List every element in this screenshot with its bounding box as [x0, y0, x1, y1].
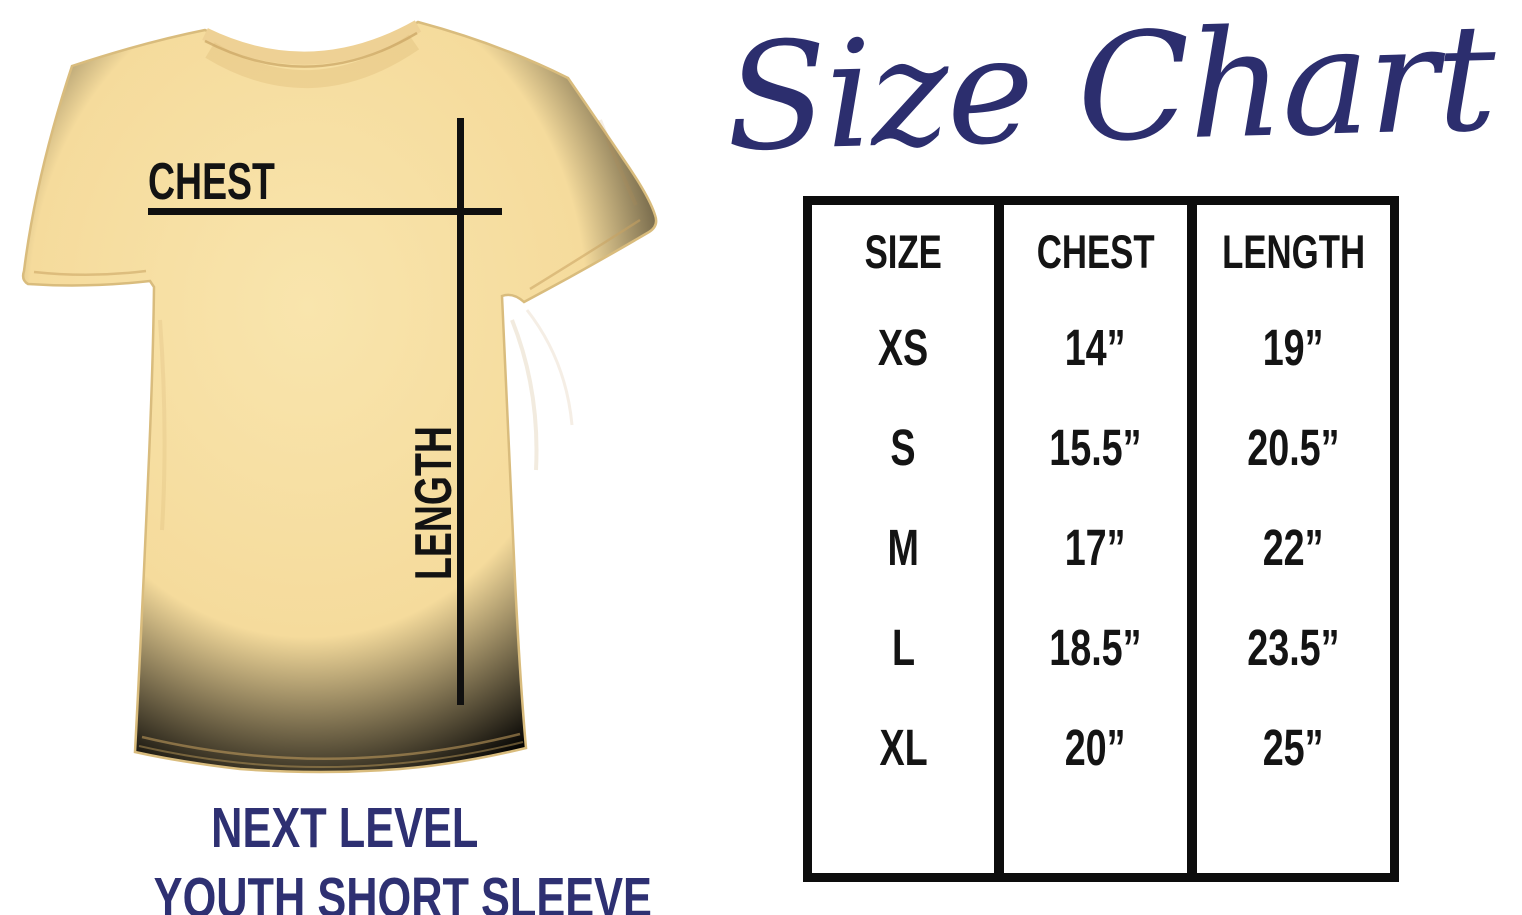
size-table: SIZE XS S M L XL CHEST 14” 15.5” 17” 18.…: [803, 196, 1399, 882]
collar-shadow: [205, 34, 420, 88]
length-cell: 23.5”: [1247, 618, 1340, 676]
tshirt-svg: [21, 20, 658, 774]
length-label: LENGTH: [405, 426, 463, 580]
chest-column: CHEST 14” 15.5” 17” 18.5” 20”: [1004, 205, 1186, 873]
column-header-chest: CHEST: [1036, 224, 1155, 278]
wrinkle-3: [598, 119, 638, 206]
product-name-line1: NEXT LEVEL: [211, 796, 479, 860]
chest-measure-line: [148, 208, 502, 215]
length-column: LENGTH 19” 20.5” 22” 23.5” 25”: [1197, 205, 1390, 873]
length-cell: 20.5”: [1247, 418, 1340, 476]
right-sleeve-seam: [529, 218, 641, 291]
chest-cell: 18.5”: [1049, 618, 1142, 676]
chest-label-text: CHEST: [148, 153, 275, 211]
wrinkle-4: [158, 319, 167, 531]
length-cell: 25”: [1262, 718, 1324, 776]
chest-cell: 14”: [1065, 318, 1127, 376]
page-title: Size Chart: [723, 0, 1497, 185]
chest-cell: 15.5”: [1049, 418, 1142, 476]
column-header-length: LENGTH: [1221, 224, 1365, 278]
wrinkle-1: [510, 319, 539, 471]
tshirt-body: [21, 20, 658, 774]
tshirt-illustration: CHEST LENGTH: [0, 0, 680, 790]
size-cell: XS: [878, 318, 929, 376]
collar-seam: [204, 31, 418, 68]
size-column: SIZE XS S M L XL: [812, 205, 994, 873]
product-name-line2: YOUTH SHORT SLEEVE: [153, 866, 652, 915]
size-cell: M: [887, 518, 919, 576]
chest-label: CHEST: [148, 156, 324, 208]
product-name: NEXT LEVEL YOUTH SHORT SLEEVE: [75, 793, 652, 915]
size-cell: XL: [879, 718, 928, 776]
chest-cell: 20”: [1065, 718, 1127, 776]
length-measure-line: [457, 118, 464, 705]
chest-cell: 17”: [1065, 518, 1127, 576]
table-divider: [994, 205, 1005, 873]
hem-seam-1: [141, 732, 521, 760]
length-label-text: LENGTH: [405, 426, 463, 580]
size-cell: S: [890, 418, 916, 476]
table-divider: [1186, 205, 1197, 873]
wrinkle-2: [525, 309, 574, 426]
left-sleeve-seam: [33, 269, 147, 277]
size-cell: L: [891, 618, 915, 676]
collar-band: [202, 20, 422, 65]
hem-seam-2: [138, 741, 524, 768]
length-cell: 19”: [1262, 318, 1324, 376]
length-cell: 22”: [1262, 518, 1324, 576]
column-header-size: SIZE: [864, 224, 942, 278]
